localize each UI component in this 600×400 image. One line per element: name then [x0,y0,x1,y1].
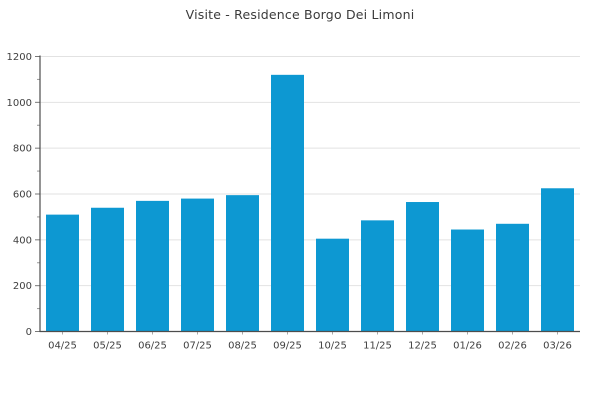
bar-08-25 [226,195,259,332]
y-axis-tick-label: 400 [13,235,32,246]
y-axis-tick-label: 800 [13,144,32,155]
x-axis-tick-label: 01/26 [453,341,482,352]
x-axis-tick-label: 04/25 [48,341,77,352]
bar-04-25 [46,214,79,332]
x-axis-tick-label: 12/25 [408,341,437,352]
bar-11-25 [361,220,394,332]
y-axis-tick-label: 600 [13,190,32,201]
x-axis-tick-label: 07/25 [183,341,212,352]
bar-02-26 [496,223,529,332]
bar-06-25 [136,200,169,332]
x-axis-tick-label: 03/26 [543,341,572,352]
y-axis-tick-label: 1200 [7,52,32,63]
y-axis-tick-label: 1000 [7,98,32,109]
bar-09-25 [271,74,304,332]
bar-05-25 [91,207,124,332]
x-axis-tick-label: 05/25 [93,341,122,352]
x-axis-tick-label: 11/25 [363,341,392,352]
bar-10-25 [316,238,349,332]
bar-01-26 [451,229,484,332]
x-axis-tick-label: 09/25 [273,341,302,352]
bar-12-25 [406,202,439,332]
chart-title: Visite - Residence Borgo Dei Limoni [185,7,415,22]
x-axis-tick-label: 10/25 [318,341,347,352]
x-axis-tick-label: 06/25 [138,341,167,352]
y-axis-tick-label: 200 [13,281,32,292]
x-axis-tick-label: 02/26 [498,341,527,352]
bar-07-25 [181,198,214,332]
y-axis-tick-label: 0 [26,327,32,338]
x-axis-tick-label: 08/25 [228,341,257,352]
bar-03-26 [541,188,574,332]
